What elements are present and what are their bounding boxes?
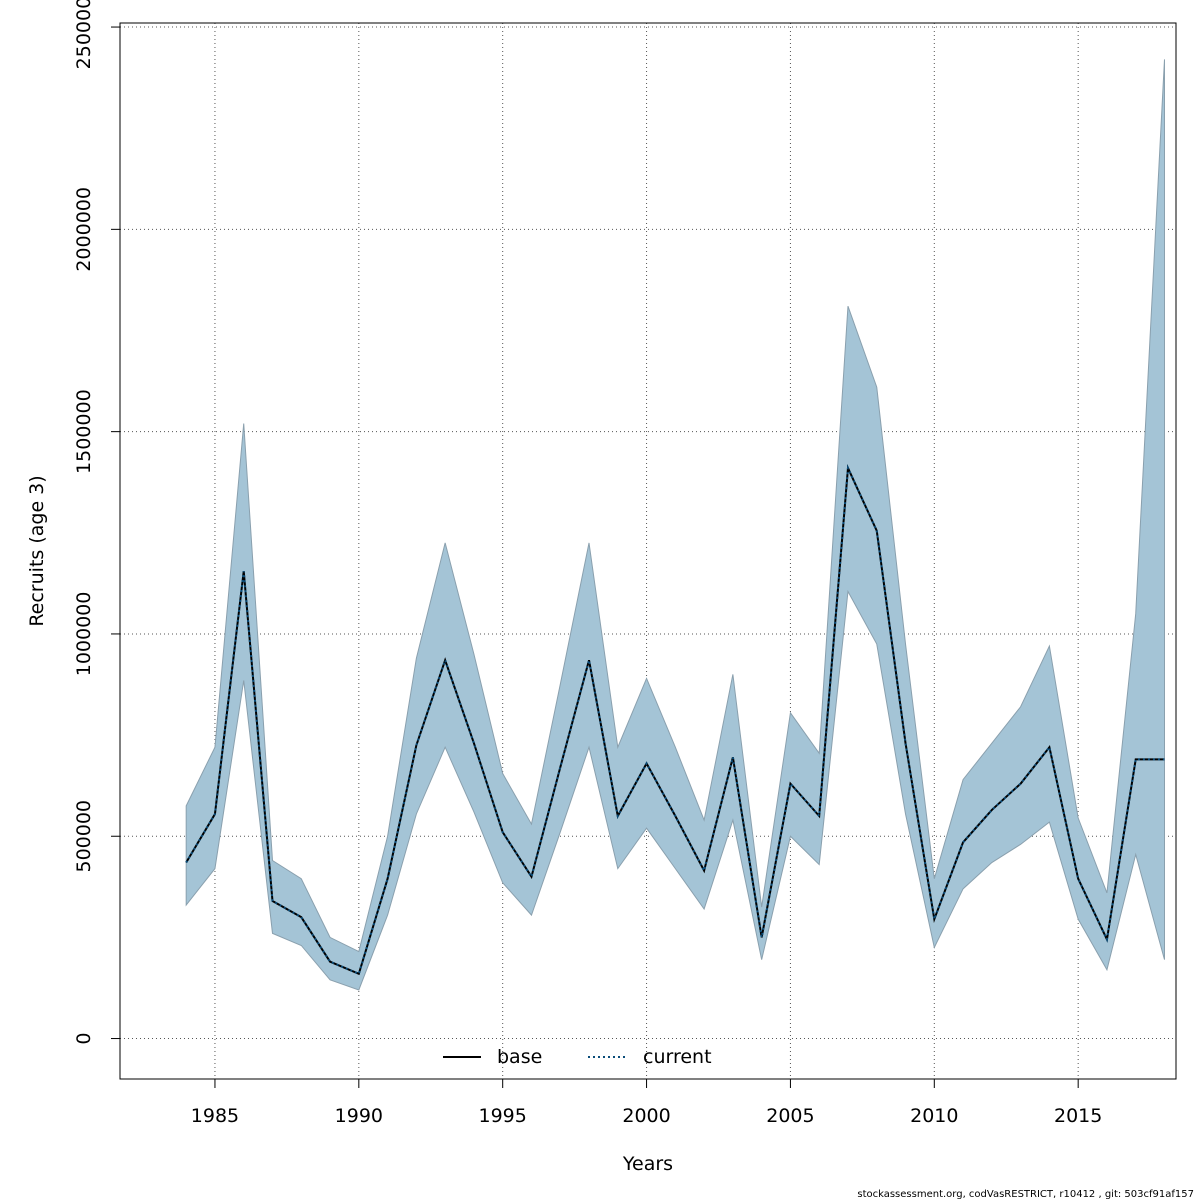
y-tick-label: 1500000 bbox=[73, 389, 95, 474]
y-tick-label: 0 bbox=[73, 1032, 95, 1044]
x-axis-title: Years bbox=[622, 1153, 673, 1175]
series-lines bbox=[185, 464, 1165, 976]
legend: base current bbox=[443, 1046, 712, 1068]
y-axis-title: Recruits (age 3) bbox=[26, 475, 48, 626]
x-tick-label: 2015 bbox=[1054, 1105, 1102, 1127]
grid-lines bbox=[120, 23, 1176, 1079]
legend-label-base: base bbox=[497, 1046, 542, 1068]
y-tick-label: 2500000 bbox=[73, 0, 95, 69]
x-tick-label: 1990 bbox=[335, 1105, 383, 1127]
x-tick-label: 1995 bbox=[479, 1105, 527, 1127]
legend-label-current: current bbox=[643, 1046, 712, 1068]
confidence-band-area bbox=[185, 59, 1165, 991]
x-tick-label: 2000 bbox=[622, 1105, 670, 1127]
y-tick-label: 2000000 bbox=[73, 187, 95, 272]
axes: 1985 1990 1995 2000 2005 2010 2015 0 500000 10000… bbox=[73, 0, 1102, 1127]
x-tick-label: 2005 bbox=[766, 1105, 814, 1127]
x-tick-label: 1985 bbox=[191, 1105, 239, 1127]
x-tick-label: 2010 bbox=[910, 1105, 958, 1127]
series-line-current bbox=[185, 464, 1165, 976]
footer-credit: stockassessment.org, codVasRESTRICT, r10… bbox=[857, 1189, 1194, 1200]
y-tick-label: 1000000 bbox=[73, 592, 95, 677]
confidence-band bbox=[185, 59, 1165, 991]
y-tick-label: 500000 bbox=[73, 800, 95, 873]
